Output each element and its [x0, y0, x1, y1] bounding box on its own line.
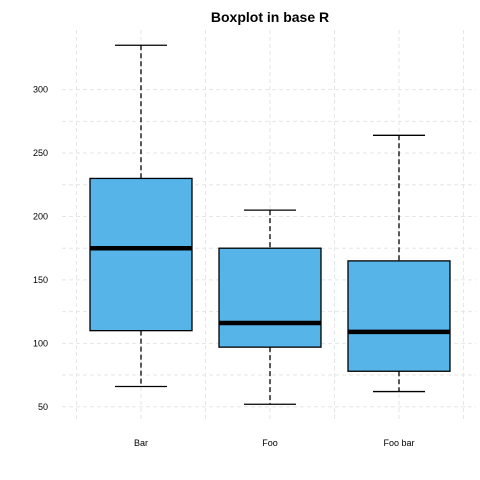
x-tick-label: Bar [134, 438, 148, 448]
boxplot-series [90, 45, 450, 404]
y-tick-label: 300 [33, 85, 48, 95]
x-axis: Bar Foo Foo bar [134, 438, 415, 448]
x-tick-label: Foo [262, 438, 278, 448]
iqr-box [219, 248, 321, 347]
y-axis: 50 100 150 200 250 300 [33, 85, 48, 412]
x-tick-label: Foo bar [383, 438, 414, 448]
y-tick-label: 150 [33, 275, 48, 285]
chart-title: Boxplot in base R [211, 9, 329, 25]
iqr-box [348, 261, 450, 371]
y-tick-label: 200 [33, 211, 48, 221]
iqr-box [90, 178, 192, 330]
y-tick-label: 250 [33, 148, 48, 158]
box-group [219, 210, 321, 404]
y-tick-label: 100 [33, 338, 48, 348]
box-group [90, 45, 192, 386]
y-tick-label: 50 [38, 402, 48, 412]
